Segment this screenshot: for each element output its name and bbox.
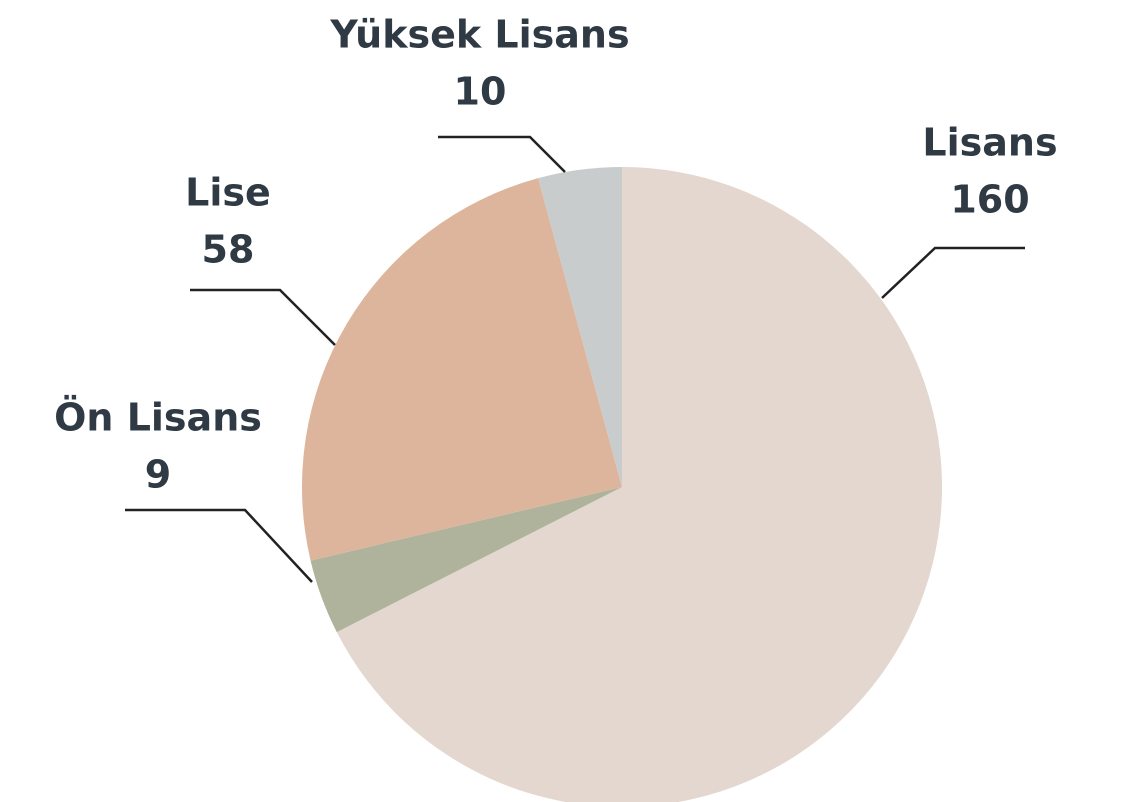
leader-line bbox=[190, 288, 336, 346]
slice-value: 160 bbox=[950, 178, 1029, 222]
leader-line bbox=[438, 135, 566, 173]
slice-label: Yüksek Lisans bbox=[329, 13, 629, 57]
slice-value: 9 bbox=[145, 453, 171, 497]
pie-slice bbox=[538, 167, 622, 487]
pie-slice bbox=[310, 487, 622, 633]
pie-slice bbox=[302, 178, 622, 561]
leader-line bbox=[125, 508, 313, 583]
slice-value: 10 bbox=[454, 70, 507, 114]
slice-label: Lisans bbox=[922, 121, 1057, 165]
leader-line bbox=[881, 246, 1025, 299]
slice-label: Lise bbox=[185, 171, 271, 215]
pie-slice bbox=[336, 167, 942, 802]
slice-label: Ön Lisans bbox=[54, 396, 262, 440]
slice-value: 58 bbox=[202, 228, 255, 272]
